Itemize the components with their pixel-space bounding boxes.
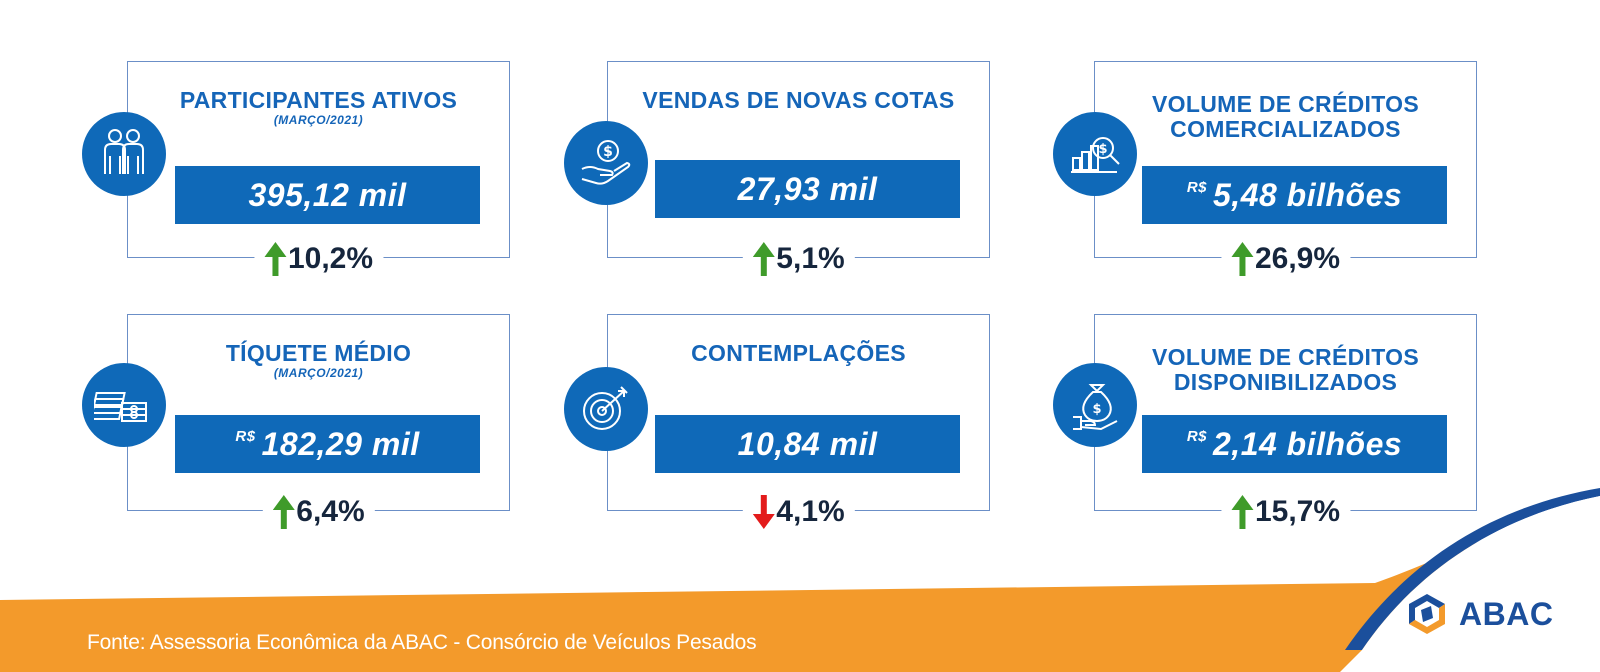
card-title-text: TÍQUETE MÉDIO [225, 340, 412, 366]
currency-prefix: R$ [1186, 178, 1207, 196]
card-volume-creditos-comercializados: VOLUME DE CRÉDITOS COMERCIALIZADOS R$ 5,… [1094, 61, 1477, 276]
card-subtitle: (MARÇO/2021) [273, 366, 364, 380]
currency-prefix: R$ [1186, 427, 1207, 445]
card-title: VOLUME DE CRÉDITOS COMERCIALIZADOS [1095, 92, 1476, 142]
card-title: CONTEMPLAÇÕES [608, 341, 989, 366]
change-indicator: 10,2% [253, 242, 384, 276]
value-box: R$ 5,48 bilhões [1142, 166, 1447, 224]
change-indicator: 5,1% [742, 242, 855, 276]
arrow-up-icon [263, 242, 286, 276]
card-title-line1: VOLUME DE CRÉDITOS [1152, 344, 1419, 370]
change-indicator: 26,9% [1220, 242, 1351, 276]
footer-source-text: Fonte: Assessoria Econômica da ABAC - Co… [87, 631, 757, 654]
arrow-up-icon [1230, 495, 1253, 529]
change-indicator: 15,7% [1220, 495, 1351, 529]
value-text: 27,93 mil [737, 170, 878, 207]
change-value: 10,2% [287, 242, 374, 275]
abac-logo-text: ABAC [1459, 595, 1554, 632]
card-title-line2: DISPONIBILIZADOS [1173, 369, 1398, 395]
value-text: 10,84 mil [737, 425, 878, 462]
change-indicator: 6,4% [262, 495, 375, 529]
abac-logo: ABAC [1405, 592, 1553, 636]
card-volume-creditos-disponibilizados: VOLUME DE CRÉDITOS DISPONIBILIZADOS R$ 2… [1094, 314, 1477, 529]
value-text: 395,12 mil [248, 176, 407, 213]
arrow-up-icon [752, 242, 775, 276]
card-title-text: PARTICIPANTES ATIVOS [179, 87, 458, 113]
chart-magnifier-icon: $ [1053, 112, 1137, 196]
change-value: 26,9% [1254, 242, 1341, 275]
money-stack-icon [82, 363, 166, 447]
people-icon [82, 112, 166, 196]
change-value: 6,4% [296, 495, 365, 528]
card-vendas-novas-cotas: VENDAS DE NOVAS COTAS 27,93 mil 5,1% [607, 61, 990, 276]
value-text: 5,48 bilhões [1213, 176, 1403, 213]
card-title-text: VENDAS DE NOVAS COTAS [642, 87, 955, 113]
card-title-text: CONTEMPLAÇÕES [691, 340, 906, 366]
value-text: 182,29 mil [261, 425, 420, 462]
svg-text:$: $ [1092, 402, 1101, 417]
card-title-line1: VOLUME DE CRÉDITOS [1152, 91, 1419, 117]
value-box: 395,12 mil [175, 166, 480, 224]
card-title-line2: COMERCIALIZADOS [1170, 116, 1401, 142]
target-icon [564, 367, 648, 451]
value-box: R$ 182,29 mil [175, 415, 480, 473]
svg-text:$: $ [1098, 142, 1107, 157]
change-value: 5,1% [776, 242, 845, 275]
card-title: TÍQUETE MÉDIO (MARÇO/2021) [128, 340, 509, 381]
card-title: VOLUME DE CRÉDITOS DISPONIBILIZADOS [1095, 345, 1476, 395]
arrow-down-icon [752, 495, 775, 529]
card-tiquete-medio: TÍQUETE MÉDIO (MARÇO/2021) R$ 182,29 mil… [127, 314, 510, 529]
money-bag-hand-icon: $ [1053, 363, 1137, 447]
arrow-up-icon [272, 495, 295, 529]
arrow-up-icon [1230, 242, 1253, 276]
card-participantes-ativos: PARTICIPANTES ATIVOS (MARÇO/2021) 395,12… [127, 61, 510, 276]
change-value: 15,7% [1254, 495, 1341, 528]
card-title: VENDAS DE NOVAS COTAS [608, 88, 989, 113]
value-text: 2,14 bilhões [1213, 425, 1403, 462]
card-title: PARTICIPANTES ATIVOS (MARÇO/2021) [128, 87, 509, 128]
value-box: R$ 2,14 bilhões [1142, 415, 1447, 473]
card-subtitle: (MARÇO/2021) [273, 113, 364, 127]
change-indicator: 4,1% [742, 495, 855, 529]
value-box: 27,93 mil [655, 160, 960, 218]
currency-prefix: R$ [235, 427, 256, 445]
hand-coin-icon: $ [564, 121, 648, 205]
value-box: 10,84 mil [655, 415, 960, 473]
svg-text:$: $ [603, 144, 613, 160]
card-contemplacoes: CONTEMPLAÇÕES 10,84 mil 4,1% [607, 314, 990, 529]
change-value: 4,1% [776, 495, 845, 528]
abac-logo-icon [1409, 594, 1445, 634]
